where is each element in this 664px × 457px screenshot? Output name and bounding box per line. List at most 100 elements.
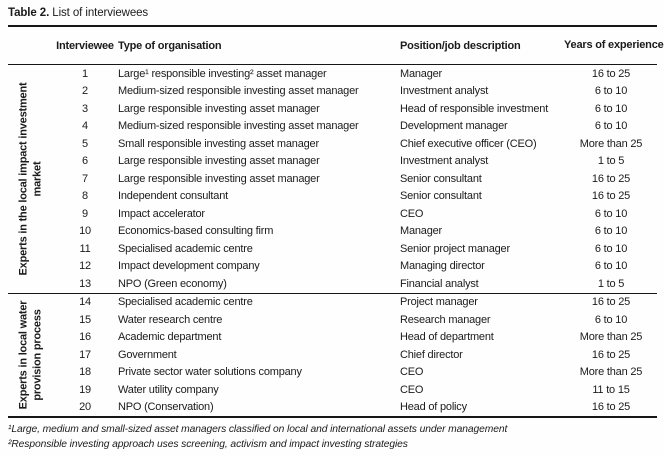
position-cell: Project manager — [400, 296, 478, 309]
organisation-cell: Medium-sized responsible investing asset… — [118, 85, 359, 98]
interviewee-number: 5 — [82, 137, 88, 150]
organisation-cell: Specialised academic centre — [118, 242, 253, 255]
organisation-cell: Water research centre — [118, 313, 223, 326]
interviewee-number: 6 — [82, 155, 88, 168]
years-cell: 16 to 25 — [591, 401, 631, 414]
organisation-cell: Large¹ responsible investing² asset mana… — [118, 67, 327, 80]
interviewee-number: 1 — [82, 67, 88, 80]
interviewee-number: 20 — [79, 401, 91, 414]
years-cell: 6 to 10 — [594, 225, 628, 238]
table-row: 9 Impact accelerator CEO 6 to 10 — [8, 205, 657, 223]
interviewee-number: 11 — [79, 242, 91, 255]
position-cell: Manager — [400, 225, 443, 238]
years-cell: 6 to 10 — [594, 207, 628, 220]
interviewee-number: 13 — [79, 277, 91, 290]
position-cell: Investment analyst — [400, 155, 489, 168]
table-row: 20 NPO (Conservation) Head of policy 16 to … — [8, 399, 657, 417]
organisation-cell: Independent consultant — [118, 190, 228, 203]
header-organisation: Type of organisation — [118, 39, 222, 52]
interviewee-number: 8 — [82, 190, 88, 203]
years-cell: 6 to 10 — [594, 102, 628, 115]
organisation-cell: Water utility company — [118, 383, 219, 396]
header-years: Years of experience — [564, 38, 664, 51]
years-cell: More than 25 — [579, 331, 643, 344]
years-cell: 6 to 10 — [594, 242, 628, 255]
organisation-cell: Specialised academic centre — [118, 296, 253, 309]
footnote-1: ¹Large, medium and small-sized asset man… — [8, 424, 508, 435]
years-cell: More than 25 — [579, 137, 643, 150]
position-cell: Head of department — [400, 331, 494, 344]
years-cell: 16 to 25 — [591, 172, 631, 185]
table-row: 13 NPO (Green economy) Financial analyst 1 … — [8, 275, 657, 293]
header-position: Position/job description — [400, 39, 521, 52]
table-row: 8 Independent consultant Senior consultant… — [8, 188, 657, 206]
interviewee-number: 10 — [79, 225, 91, 238]
years-cell: 6 to 10 — [594, 313, 628, 326]
table-title: Table 2. List of interviewees — [0, 0, 664, 19]
group-water-provision: Experts in local water provision process… — [8, 292, 657, 417]
years-cell: 16 to 25 — [591, 190, 631, 203]
years-cell: 16 to 25 — [591, 348, 631, 361]
position-cell: Managing director — [400, 260, 485, 273]
table-row: 12 Impact development company Managing dir… — [8, 258, 657, 276]
position-cell: CEO — [400, 207, 424, 220]
position-cell: Chief director — [400, 348, 463, 361]
table-caption: List of interviewees — [52, 7, 149, 19]
footnote-2: ²Responsible investing approach uses scr… — [8, 439, 408, 450]
organisation-cell: Academic department — [118, 331, 222, 344]
organisation-cell: Large responsible investing asset manage… — [118, 102, 320, 115]
years-cell: 6 to 10 — [594, 120, 628, 133]
organisation-cell: Large responsible investing asset manage… — [118, 155, 320, 168]
organisation-cell: Government — [118, 348, 177, 361]
organisation-cell: Economics-based consulting firm — [118, 225, 274, 238]
table-row: 3 Large responsible investing asset manag… — [8, 100, 657, 118]
interviewees-table: Interviewee Type of organisation Positio… — [8, 25, 664, 418]
table-header-row: Interviewee Type of organisation Positio… — [8, 27, 664, 65]
interviewee-number: 9 — [82, 207, 88, 220]
interviewee-number: 18 — [79, 366, 91, 379]
position-cell: Senior project manager — [400, 242, 510, 255]
years-cell: 11 to 15 — [592, 383, 630, 396]
years-cell: 6 to 10 — [594, 85, 628, 98]
table-row: 1 Large¹ responsible investing² asset man… — [8, 65, 657, 83]
interviewee-number: 4 — [82, 120, 88, 133]
interviewee-number: 17 — [79, 348, 91, 361]
position-cell: Investment analyst — [400, 85, 489, 98]
position-cell: Research manager — [400, 313, 491, 326]
position-cell: Senior consultant — [400, 190, 482, 203]
table-row: 2 Medium-sized responsible investing asse… — [8, 83, 657, 101]
position-cell: Chief executive officer (CEO) — [400, 137, 537, 150]
interviewee-number: 14 — [79, 296, 91, 309]
organisation-cell: Impact accelerator — [118, 207, 205, 220]
interviewee-number: 2 — [82, 85, 88, 98]
years-cell: 1 to 5 — [597, 155, 625, 168]
interviewee-number: 19 — [79, 383, 91, 396]
table-row: 5 Small responsible investing asset manag… — [8, 135, 657, 153]
table-row: 14 Specialised academic centre Project man… — [8, 294, 657, 312]
group-label: Experts in the local impact investment m… — [17, 82, 44, 276]
organisation-cell: Small responsible investing asset manage… — [118, 137, 319, 150]
table-row: 17 Government Chief director 16 to 25 — [8, 346, 657, 364]
table-row: 15 Water research centre Research manager 6… — [8, 311, 657, 329]
interviewee-number: 15 — [79, 313, 91, 326]
years-cell: 16 to 25 — [591, 67, 631, 80]
organisation-cell: Large responsible investing asset manage… — [118, 172, 320, 185]
position-cell: Development manager — [400, 120, 508, 133]
group-impact-investment: Experts in the local impact investment m… — [8, 65, 657, 293]
footnotes: ¹Large, medium and small-sized asset man… — [8, 422, 656, 452]
position-cell: Head of responsible investment — [400, 102, 549, 115]
table-row: 7 Large responsible investing asset manag… — [8, 170, 657, 188]
table-row: 19 Water utility company CEO 11 to 15 — [8, 381, 657, 399]
position-cell: Senior consultant — [400, 172, 482, 185]
years-cell: 6 to 10 — [594, 260, 628, 273]
organisation-cell: NPO (Conservation) — [118, 401, 214, 414]
position-cell: CEO — [400, 383, 424, 396]
years-cell: 1 to 5 — [597, 277, 625, 290]
years-cell: 16 to 25 — [591, 296, 631, 309]
interviewee-number: 12 — [79, 260, 91, 273]
position-cell: CEO — [400, 366, 424, 379]
table-row: 4 Medium-sized responsible investing asse… — [8, 118, 657, 136]
table-row: 16 Academic department Head of department M… — [8, 329, 657, 347]
table-row: 6 Large responsible investing asset manag… — [8, 153, 657, 171]
